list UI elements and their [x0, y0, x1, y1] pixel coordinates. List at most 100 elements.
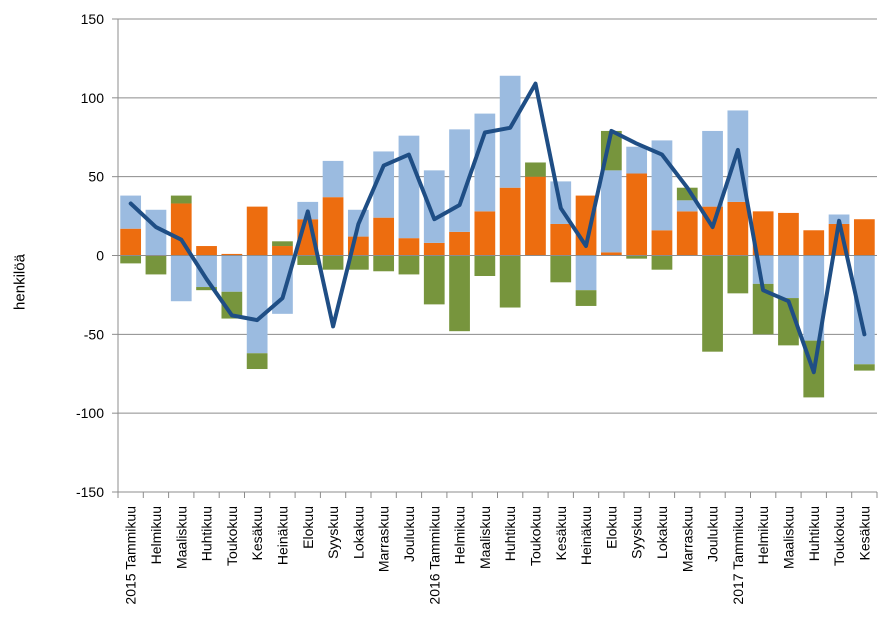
x-tick-label: Maaliskuu [477, 506, 493, 569]
bar-segment-blue [499, 75, 521, 188]
bars [120, 75, 875, 398]
bar-segment-green [297, 255, 319, 265]
x-tick-label: 2016 Tammikuu [426, 506, 442, 605]
x-axis-tick-labels: 2015 Tammikuu Helmikuu Maaliskuu Huhtikuu To… [123, 506, 873, 605]
x-tick-label: Elokuu [300, 506, 316, 549]
bar-segment-blue [600, 170, 622, 253]
bar-segment-green [525, 162, 546, 177]
bar-segment-orange [322, 197, 344, 256]
x-tick-label: Joulukuu [401, 506, 417, 562]
x-tick-label: Kesäkuu [553, 506, 569, 560]
x-tick-label: 2017 Tammikuu [730, 506, 746, 605]
x-tick-label: Huhtikuu [199, 506, 215, 561]
bar-segment-orange [398, 238, 420, 256]
x-tick-label: Joulukuu [705, 506, 721, 562]
x-tick-label: Maaliskuu [780, 506, 796, 569]
bar-segment-blue [398, 135, 420, 239]
y-axis-label-box: henkilöä [8, 254, 32, 310]
bar-segment-orange [246, 206, 268, 256]
bar-segment-green [322, 255, 344, 270]
bar-segment-blue [626, 146, 648, 174]
bar-segment-orange [423, 242, 445, 256]
bar-segment-orange [853, 219, 875, 256]
y-tick-label: -50 [84, 326, 104, 342]
bar-segment-blue [778, 255, 799, 299]
x-tick-label: Heinäkuu [274, 506, 290, 565]
bar-segment-blue [373, 151, 395, 218]
bar-segment-orange [727, 201, 749, 256]
x-tick-label: Kesäkuu [249, 506, 265, 560]
x-tick-label: Syyskuu [629, 506, 645, 559]
y-tick-label: 0 [96, 248, 104, 264]
bar-segment-blue [322, 160, 344, 198]
bar-segment-green [246, 353, 268, 370]
y-tick-label: -150 [76, 484, 104, 500]
bar-segment-orange [120, 228, 142, 256]
bar-segment-green [626, 255, 648, 259]
bar-segment-orange [651, 230, 673, 256]
bar-segment-green [423, 255, 445, 305]
x-tick-label: Lokakuu [654, 506, 670, 559]
bar-segment-green [727, 255, 749, 294]
bar-segment-orange [752, 211, 774, 256]
x-tick-label: 2015 Tammikuu [123, 506, 139, 605]
bar-segment-green [398, 255, 420, 275]
x-tick-label: Toukokuu [527, 506, 543, 566]
y-tick-label: 150 [81, 11, 105, 27]
bar-segment-orange [449, 231, 470, 256]
x-tick-label: Kesäkuu [856, 506, 872, 560]
bar-segment-orange [170, 203, 192, 256]
x-tick-label: Elokuu [603, 506, 619, 549]
bar-segment-green [474, 255, 496, 276]
bar-segment-green [499, 255, 521, 308]
axes [117, 19, 878, 498]
bar-segment-blue [423, 170, 445, 243]
bar-segment-blue [120, 195, 142, 229]
bar-segment-orange [600, 252, 622, 256]
bar-segment-orange [550, 223, 572, 256]
x-tick-label: Helmikuu [755, 506, 771, 564]
bar-segment-green [575, 290, 597, 306]
bar-segment-orange [626, 173, 648, 256]
y-axis-label: henkilöä [11, 254, 29, 310]
y-tick-label: -100 [76, 405, 104, 421]
bar-segment-green [702, 255, 723, 352]
bar-segment-green [347, 255, 369, 270]
bar-segment-green [145, 255, 167, 275]
bar-segment-green [120, 255, 142, 264]
x-tick-label: Toukokuu [831, 506, 847, 566]
bar-segment-orange [525, 176, 546, 256]
bar-segment-orange [221, 253, 243, 256]
x-tick-label: Heinäkuu [578, 506, 594, 565]
bar-segment-green [651, 255, 673, 270]
bar-segment-blue [803, 255, 825, 341]
bar-segment-blue [853, 255, 875, 365]
bar-segment-green [550, 255, 572, 283]
bar-segment-green [272, 241, 293, 247]
y-tick-label: 100 [81, 90, 105, 106]
bar-segment-green [196, 287, 217, 291]
x-tick-label: Toukokuu [224, 506, 240, 566]
bar-segment-orange [778, 212, 799, 256]
bar-segment-green [221, 291, 243, 319]
bar-segment-green [373, 255, 395, 272]
x-tick-label: Lokakuu [350, 506, 366, 559]
bar-segment-blue [221, 255, 243, 292]
bar-segment-blue [676, 200, 698, 212]
bar-segment-blue [170, 255, 192, 302]
x-tick-label: Helmikuu [148, 506, 164, 564]
x-tick-label: Maaliskuu [173, 506, 189, 569]
bar-segment-blue [246, 255, 268, 354]
bar-segment-orange [676, 211, 698, 256]
bar-segment-blue [474, 113, 496, 212]
bar-segment-blue [272, 255, 293, 314]
y-axis-tick-labels: 150 100 50 0 -50 -100 -150 [76, 11, 104, 500]
x-tick-label: Helmikuu [452, 506, 468, 564]
bar-segment-orange [474, 211, 496, 256]
bar-segment-orange [499, 187, 521, 256]
bar-segment-green [170, 195, 192, 204]
bar-segment-orange [803, 230, 825, 256]
bar-segment-blue [702, 130, 723, 207]
bar-segment-orange [373, 217, 395, 256]
